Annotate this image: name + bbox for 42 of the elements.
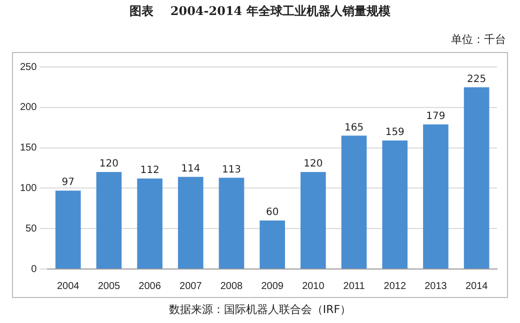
bar [55,190,81,268]
y-tick-label: 0 [31,264,38,275]
x-tick-label: 2014 [465,280,488,292]
bar [300,172,326,268]
text: 单位：千台 [451,32,506,47]
data-label: 159 [385,127,404,138]
data-label: 165 [344,122,364,134]
bar [382,140,408,268]
bar [260,220,286,268]
x-tick-label: 2006 [138,280,162,292]
bar [341,136,367,268]
bar [218,178,244,268]
y-tick-label: 250 [20,62,38,73]
data-label: 120 [304,158,323,170]
y-tick-label: 100 [20,182,38,194]
y-tick-label: 50 [26,223,38,234]
y-tick-label: 150 [20,142,38,154]
x-tick-label: 2012 [384,280,406,292]
x-tick-label: 2009 [261,280,284,292]
x-tick-label: 2004 [56,280,80,292]
data-label: 60 [266,207,279,218]
data-label: 120 [99,158,118,170]
x-tick-label: 2007 [180,280,202,292]
y-tick-label: 200 [20,102,38,114]
data-label: 112 [140,165,160,176]
bar [423,124,448,268]
x-tick-label: 2005 [98,280,121,292]
source-note: 数据来源：国际机器人联合会（IRF） [168,302,352,317]
bar [137,178,162,268]
chart-title: 图表 2004-2014 年全球工业机器人销量规模 [128,3,392,20]
x-tick-label: 2008 [220,280,244,292]
bar [96,172,122,268]
data-label: 114 [181,163,200,174]
data-label: 113 [222,164,242,176]
data-label: 179 [426,110,446,122]
x-tick-label: 2011 [343,280,366,292]
x-tick-label: 2010 [302,280,325,292]
x-tick-label: 2013 [424,280,448,292]
data-label: 97 [62,177,74,188]
data-label: 225 [467,74,486,85]
bar [178,176,204,268]
bar [464,87,490,268]
